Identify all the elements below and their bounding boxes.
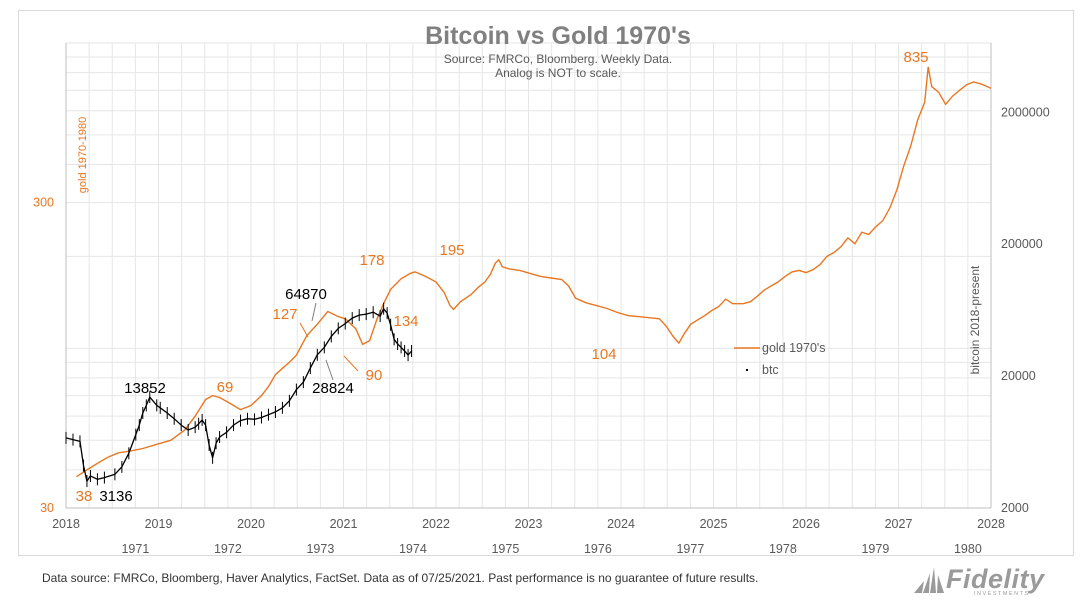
left-tick-label: 300	[33, 196, 54, 210]
right-tick-label: 2000	[1001, 501, 1029, 515]
left-axis-label: gold 1970-1980	[77, 117, 89, 193]
x-tick-label: 2025	[700, 517, 728, 531]
x2-tick-label: 1973	[306, 542, 334, 556]
annotation-label: 64870	[285, 286, 327, 303]
x2-tick-label: 1975	[491, 542, 519, 556]
fidelity-pyramid-icon	[914, 567, 944, 593]
gold-series-line	[76, 66, 992, 478]
x-tick-label: 2027	[885, 517, 913, 531]
logo-text: Fidelity	[946, 564, 1045, 594]
x2-tick-label: 1979	[861, 542, 889, 556]
annotation-leader	[299, 322, 309, 338]
annotation-leader	[311, 302, 317, 322]
legend-gold-label: gold 1970's	[762, 341, 826, 355]
annotation-leader	[343, 355, 359, 372]
legend-btc-label: btc	[762, 363, 779, 377]
chart-subtitle: Source: FMRCo, Bloomberg. Weekly Data.	[444, 52, 673, 66]
x-tick-label: 2020	[237, 517, 265, 531]
annotation-label: 69	[217, 379, 234, 396]
x2-tick-label: 1980	[954, 542, 982, 556]
x-tick-label: 2028	[977, 517, 1005, 531]
x2-tick-label: 1971	[121, 542, 149, 556]
right-tick-label: 20000	[1001, 369, 1036, 383]
chart-subtitle: Analog is NOT to scale.	[495, 66, 621, 80]
left-tick-label: 30	[40, 501, 54, 515]
right-tick-label: 2000000	[1001, 105, 1050, 119]
x-tick-label: 2024	[607, 517, 635, 531]
annotation-label: 28824	[312, 380, 354, 397]
annotation-label: 835	[903, 49, 928, 66]
chart-title: Bitcoin vs Gold 1970's	[425, 22, 691, 50]
chart-frame	[18, 10, 1074, 556]
annotation-label: 13852	[124, 380, 166, 397]
x-tick-label: 2018	[52, 517, 80, 531]
x-tick-label: 2019	[145, 517, 173, 531]
x-tick-label: 2023	[515, 517, 543, 531]
footer-source: Data source: FMRCo, Bloomberg, Haver Ana…	[42, 571, 759, 585]
annotation-label: 178	[359, 252, 384, 269]
logo-subtext: INVESTMENTS	[974, 591, 1030, 597]
legend-btc-swatch	[746, 369, 748, 371]
annotation-label: 38	[76, 488, 93, 505]
annotation-label: 127	[272, 306, 297, 323]
annotation-label: 134	[393, 313, 418, 330]
x-tick-label: 2022	[422, 517, 450, 531]
annotation-label: 90	[366, 367, 383, 384]
x2-tick-label: 1978	[769, 542, 797, 556]
x-tick-label: 2026	[792, 517, 820, 531]
fidelity-logo: Fidelity INVESTMENTS	[912, 562, 1062, 598]
x2-tick-label: 1976	[584, 542, 612, 556]
annotation-label: 104	[591, 346, 616, 363]
x2-tick-label: 1977	[676, 542, 704, 556]
annotation-label: 195	[439, 242, 464, 259]
x2-tick-label: 1974	[399, 542, 427, 556]
btc-series-line	[65, 307, 413, 483]
x2-tick-label: 1972	[214, 542, 242, 556]
x-tick-label: 2021	[330, 517, 358, 531]
annotation-label: 3136	[99, 488, 132, 505]
annotation-leader	[325, 359, 334, 381]
right-axis-label: bitcoin 2018-present	[968, 265, 982, 374]
right-tick-label: 200000	[1001, 237, 1043, 251]
